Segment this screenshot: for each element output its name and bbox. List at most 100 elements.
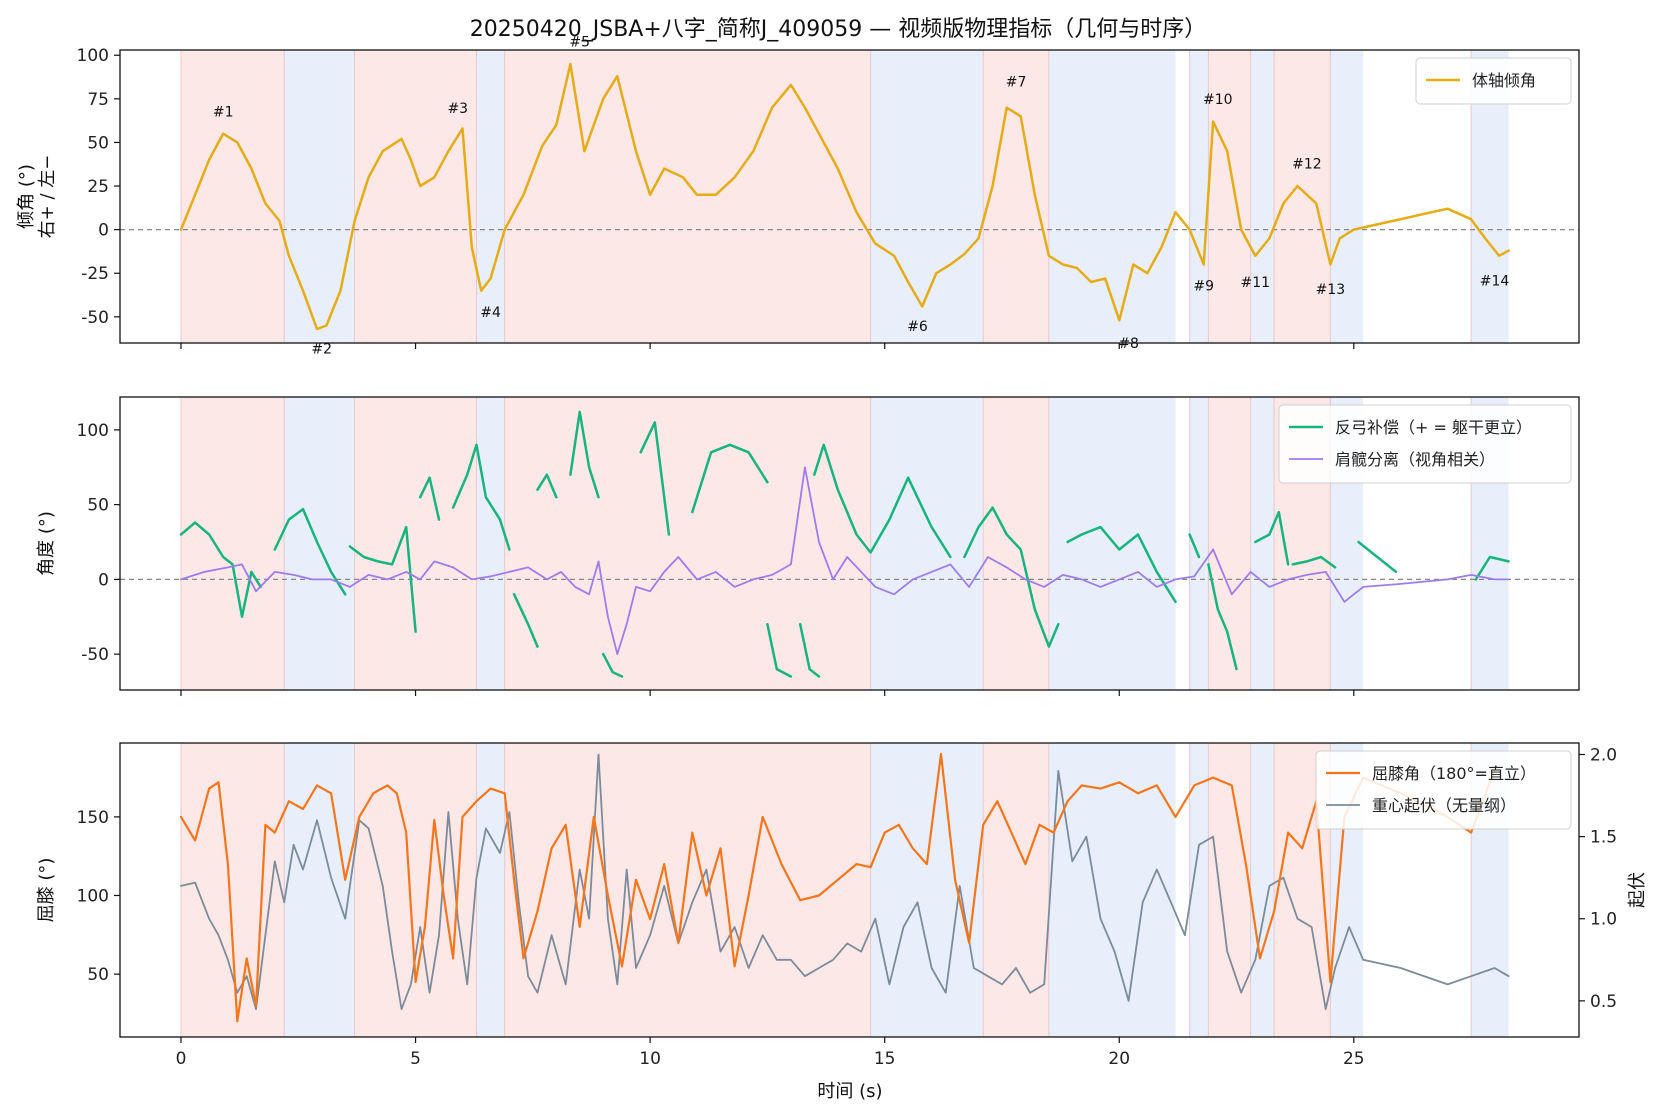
phase-band-11 <box>1274 50 1331 343</box>
phase-band-0 <box>180 50 285 343</box>
series-line-1-left-19 <box>1291 555 1337 569</box>
peak-annotation: #5 <box>569 35 590 51</box>
phase-band-8 <box>1189 50 1209 343</box>
series-group <box>179 752 1510 1023</box>
y-tick-label: 25 <box>87 177 109 197</box>
series-line-1-left-4 <box>451 443 511 551</box>
series-line-2-left-0 <box>179 752 1496 1023</box>
phase-band-7 <box>1048 397 1176 690</box>
y-axis-sublabel: 右+ / 左− <box>37 155 58 239</box>
phase-band-8 <box>1189 397 1209 690</box>
series-line-1-left-5 <box>512 593 539 648</box>
peak-annotation: #3 <box>447 101 468 117</box>
peak-annotation: #11 <box>1241 275 1271 291</box>
y-tick-label: 0 <box>98 570 109 590</box>
series-line-1-left-8 <box>601 652 624 678</box>
series-line-2-right-0 <box>180 753 1510 1010</box>
series-line-1-left-7 <box>569 410 600 499</box>
phase-band-10 <box>1250 397 1275 690</box>
phase-band-2 <box>354 50 477 343</box>
y-tick-label: -50 <box>81 308 109 328</box>
legend-label: 肩髋分离（视角相关） <box>1335 450 1495 469</box>
y-axis-label: 屈膝 (°) <box>36 858 57 923</box>
peak-annotation: #6 <box>907 319 928 335</box>
phase-band-7 <box>1048 743 1176 1037</box>
phase-band-5 <box>870 743 984 1037</box>
legend-box <box>1278 404 1572 484</box>
legend: 体轴倾角 <box>1415 57 1572 105</box>
chart-title: 20250420_JSBA+八字_简称J_409059 — 视频版物理指标（几何… <box>470 17 1206 42</box>
peak-annotation: #12 <box>1292 157 1322 173</box>
series-line-1-left-10 <box>691 443 769 514</box>
phase-band-6 <box>983 743 1049 1037</box>
legend-label: 屈膝角（180°=直立） <box>1372 764 1536 783</box>
panel-knee: 50 100 150 0.5 1.0 1.5 2.0 起伏 0 5 10 15 20 25 屈膝 (°) 屈膝… <box>36 742 1648 1069</box>
y-tick-label: 100 <box>77 887 109 907</box>
legend: 反弓补偿（+ = 躯干更立） 肩髋分离（视角相关） <box>1278 404 1572 484</box>
y-tick-label: -25 <box>81 264 109 284</box>
series-line-1-left-13 <box>813 443 952 559</box>
plot-frame <box>119 742 1580 1038</box>
peak-annotation: #2 <box>311 341 332 357</box>
peak-annotation: #7 <box>1006 75 1027 91</box>
series-line-1-left-0 <box>180 466 1510 655</box>
phase-band-12 <box>1330 50 1364 343</box>
panel-tilt: -50 -25 0 25 50 75 100 倾角 (°) 右+ / 左− #1 #2 #3 #4 #5 #… <box>16 35 1580 357</box>
phase-band-4 <box>504 50 871 343</box>
phase-band-5 <box>870 50 984 343</box>
phase-band-1 <box>284 743 355 1037</box>
series-line-0-left-0 <box>179 62 1510 331</box>
series-line-1-left-15 <box>1066 525 1177 604</box>
y2-tick-label: 1.0 <box>1590 910 1617 930</box>
y-tick-label: 150 <box>77 808 109 828</box>
x-tick-label: 15 <box>874 1049 896 1069</box>
phase-band-3 <box>476 397 505 690</box>
y-tick-label: 50 <box>87 133 109 153</box>
phase-band-10 <box>1250 50 1275 343</box>
phase-band-4 <box>504 743 871 1037</box>
y-tick-label: -50 <box>81 645 109 665</box>
series-line-1-left-11 <box>766 622 793 678</box>
series-line-1-left-2 <box>348 525 417 633</box>
legend-label: 体轴倾角 <box>1472 71 1536 90</box>
series-group <box>179 410 1510 678</box>
x-tick-label: 0 <box>176 1049 187 1069</box>
series-line-1-left-18 <box>1254 510 1290 566</box>
legend-label: 重心起伏（无量纲） <box>1372 796 1516 815</box>
phase-band-1 <box>284 50 355 343</box>
y-tick-label: 75 <box>87 90 109 110</box>
x-axis-label: 时间 (s) <box>817 1081 882 1102</box>
series-line-1-left-14 <box>963 506 1060 648</box>
series-line-1-left-17 <box>1207 563 1238 671</box>
y-axis-label: 角度 (°) <box>36 511 57 576</box>
y-tick-label: 50 <box>87 965 109 985</box>
legend-box <box>1415 57 1572 105</box>
peak-annotation: #8 <box>1118 336 1139 352</box>
series-line-1-left-1 <box>273 507 347 596</box>
y-axis-label: 倾角 (°) <box>16 164 37 229</box>
phase-band-8 <box>1189 743 1209 1037</box>
phase-band-10 <box>1250 743 1275 1037</box>
phase-band-9 <box>1208 743 1251 1037</box>
peak-annotation: #1 <box>213 104 234 120</box>
legend-box <box>1315 750 1572 830</box>
y-tick-label: 100 <box>77 46 109 66</box>
phase-band-3 <box>476 50 505 343</box>
y-tick-label: 0 <box>98 221 109 241</box>
phase-band-9 <box>1208 50 1251 343</box>
series-line-1-left-20 <box>1357 540 1398 574</box>
y2-tick-label: 1.5 <box>1590 828 1617 848</box>
series-line-1-left-21 <box>1474 555 1510 581</box>
series-line-1-left-6 <box>536 473 558 499</box>
phase-band-7 <box>1048 50 1176 343</box>
phase-band-6 <box>983 50 1049 343</box>
legend: 屈膝角（180°=直立） 重心起伏（无量纲） <box>1315 750 1572 830</box>
plot-frame <box>119 49 1580 344</box>
peak-annotation: #4 <box>480 305 501 321</box>
phase-band-2 <box>354 397 477 690</box>
series-line-1-left-9 <box>639 421 671 536</box>
peak-annotation: #10 <box>1203 92 1233 108</box>
panel-angles: -50 0 50 100 角度 (°) 反弓补偿（+ = 躯干更立） 肩髋分离（视角相关） <box>36 396 1580 696</box>
legend-label: 反弓补偿（+ = 躯干更立） <box>1335 418 1532 437</box>
